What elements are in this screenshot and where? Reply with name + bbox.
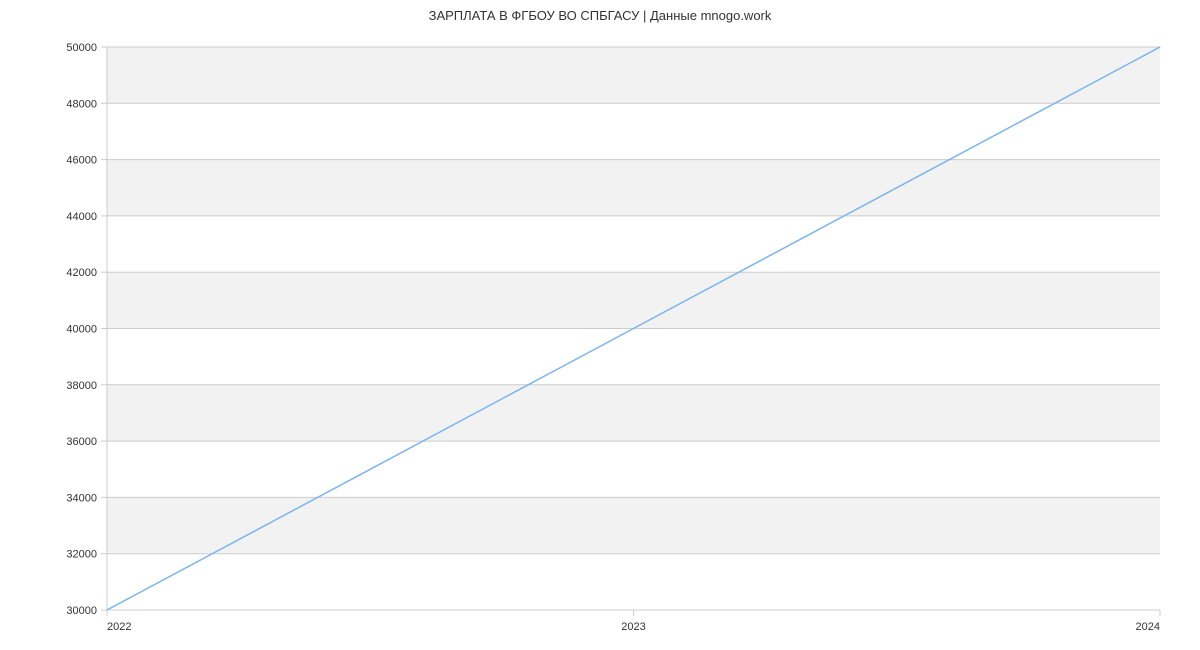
svg-text:32000: 32000	[66, 549, 97, 561]
svg-text:34000: 34000	[66, 492, 97, 504]
svg-text:30000: 30000	[66, 605, 97, 617]
svg-text:44000: 44000	[66, 211, 97, 223]
chart-container: ЗАРПЛАТА В ФГБОУ ВО СПБГАСУ | Данные mno…	[0, 0, 1200, 650]
svg-text:2022: 2022	[107, 621, 131, 633]
svg-text:46000: 46000	[66, 155, 97, 167]
svg-text:40000: 40000	[66, 324, 97, 336]
svg-text:50000: 50000	[66, 42, 97, 54]
svg-text:36000: 36000	[66, 436, 97, 448]
svg-text:38000: 38000	[66, 380, 97, 392]
svg-text:48000: 48000	[66, 98, 97, 110]
salary-line-chart: 30000 32000 34000 36000 38000 40000 42000 44000…	[0, 0, 1200, 650]
svg-text:2024: 2024	[1136, 621, 1160, 633]
svg-text:2023: 2023	[621, 621, 645, 633]
svg-text:42000: 42000	[66, 267, 97, 279]
